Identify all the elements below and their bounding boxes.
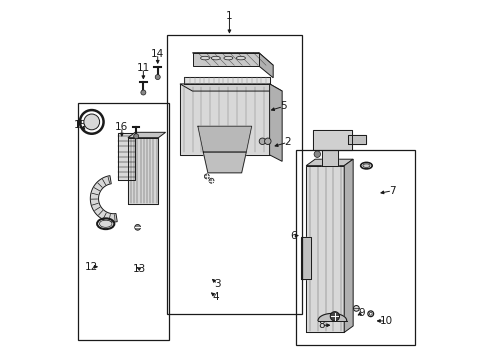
Text: 2: 2 — [284, 138, 290, 147]
Circle shape — [259, 138, 265, 144]
Text: 4: 4 — [212, 292, 219, 302]
Text: 7: 7 — [388, 186, 395, 196]
Circle shape — [155, 75, 160, 80]
Text: 16: 16 — [115, 122, 128, 132]
Circle shape — [329, 312, 339, 321]
Bar — [78, 103, 169, 339]
Circle shape — [313, 151, 320, 157]
Polygon shape — [305, 166, 344, 332]
Circle shape — [353, 306, 359, 311]
Polygon shape — [192, 53, 258, 66]
Ellipse shape — [99, 220, 112, 227]
Polygon shape — [305, 159, 352, 166]
Polygon shape — [198, 126, 251, 152]
Text: 6: 6 — [290, 231, 297, 240]
Polygon shape — [128, 132, 165, 138]
Text: 9: 9 — [358, 308, 365, 318]
Polygon shape — [192, 53, 273, 65]
Ellipse shape — [362, 164, 369, 167]
Polygon shape — [348, 135, 366, 144]
Ellipse shape — [236, 56, 245, 60]
Polygon shape — [258, 53, 273, 78]
Polygon shape — [183, 77, 269, 84]
Circle shape — [83, 114, 100, 130]
Circle shape — [204, 174, 209, 179]
Text: 3: 3 — [214, 279, 221, 289]
Text: 1: 1 — [225, 11, 232, 21]
Polygon shape — [301, 237, 310, 279]
Ellipse shape — [211, 56, 220, 60]
Text: 8: 8 — [318, 320, 324, 330]
Polygon shape — [269, 84, 282, 161]
Bar — [296, 149, 414, 345]
Polygon shape — [344, 159, 352, 332]
Circle shape — [141, 90, 145, 95]
Polygon shape — [312, 130, 351, 149]
Text: 5: 5 — [279, 102, 286, 112]
Text: 14: 14 — [151, 49, 164, 59]
Text: 10: 10 — [379, 316, 392, 326]
Polygon shape — [203, 152, 246, 173]
Polygon shape — [128, 138, 158, 204]
Circle shape — [135, 225, 140, 230]
Polygon shape — [118, 134, 135, 180]
Bar — [167, 35, 301, 315]
Polygon shape — [180, 84, 282, 91]
Ellipse shape — [224, 56, 232, 60]
Circle shape — [208, 178, 214, 183]
Circle shape — [133, 134, 139, 139]
Text: 13: 13 — [133, 264, 146, 274]
Text: 15: 15 — [74, 121, 87, 130]
Circle shape — [264, 138, 270, 144]
Polygon shape — [180, 84, 269, 155]
Text: 12: 12 — [84, 262, 98, 272]
Polygon shape — [321, 149, 337, 166]
Polygon shape — [317, 314, 346, 320]
Text: 11: 11 — [137, 63, 150, 73]
Ellipse shape — [200, 56, 209, 60]
Polygon shape — [90, 176, 117, 222]
